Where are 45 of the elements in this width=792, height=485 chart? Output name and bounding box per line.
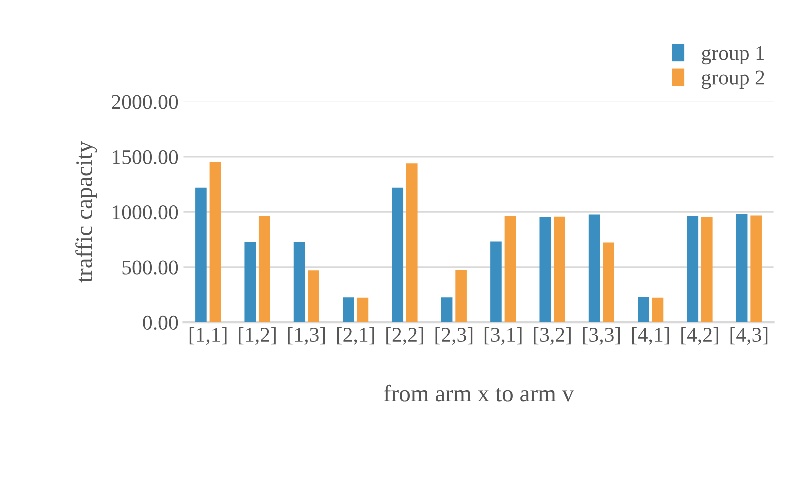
bar <box>652 298 664 323</box>
bar <box>603 242 614 323</box>
x-tick-label: [4,1] <box>632 327 670 346</box>
x-tick-label: [1,2] <box>239 327 276 346</box>
x-axis-title: from arm x to arm v <box>384 384 574 402</box>
bar <box>357 298 369 323</box>
bar <box>258 216 270 323</box>
bar <box>392 188 404 323</box>
legend-label: group 2 <box>702 70 764 90</box>
bar <box>308 270 320 323</box>
bar <box>702 217 713 323</box>
x-tick-label: [3,1] <box>484 327 522 346</box>
y-axis-title: traffic capacity <box>76 141 98 283</box>
bar <box>210 162 222 323</box>
bar <box>343 298 354 323</box>
bar <box>736 214 748 323</box>
x-tick-label: [3,3] <box>583 327 620 346</box>
y-tick-label: 1000.00 <box>113 206 178 220</box>
x-tick-label: [2,3] <box>436 327 473 346</box>
x-tick-label: [2,1] <box>337 327 374 346</box>
x-tick-label: [1,3] <box>288 327 326 346</box>
x-tick-label: [3,2] <box>534 327 571 346</box>
y-tick-label: 500.00 <box>122 260 178 275</box>
x-tick-label: [4,2] <box>682 327 718 346</box>
bar <box>244 242 256 323</box>
bar <box>196 188 207 323</box>
bar <box>750 216 762 323</box>
bar <box>456 270 467 323</box>
bar <box>588 214 600 323</box>
x-tick-label: [1,1] <box>190 327 227 346</box>
bar <box>490 242 502 323</box>
y-tick-label: 2000.00 <box>112 95 178 110</box>
bar <box>504 216 516 323</box>
y-tick-label: 0.00 <box>143 316 178 330</box>
y-tick-label: 1500.00 <box>113 150 178 165</box>
legend-label: group 1 <box>702 46 764 65</box>
bar <box>554 216 566 323</box>
bar <box>294 242 306 323</box>
bar <box>638 297 650 323</box>
x-tick-label: [2,2] <box>386 327 424 346</box>
bar <box>406 164 418 323</box>
bar <box>441 298 453 323</box>
bar <box>540 217 552 323</box>
x-tick-label: [4,3] <box>730 327 768 346</box>
bar <box>687 216 699 323</box>
